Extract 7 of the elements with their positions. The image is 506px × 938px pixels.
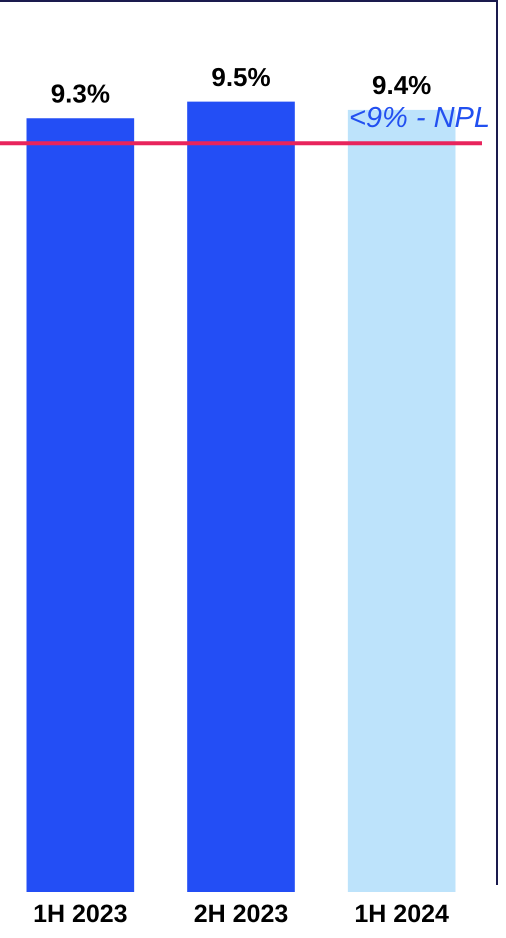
x-tick-label: 1H 2023 bbox=[33, 900, 128, 928]
data-label: 9.3% bbox=[50, 78, 110, 108]
x-tick-label: 1H 2024 bbox=[354, 900, 450, 928]
data-label: 9.5% bbox=[211, 62, 271, 92]
data-label: 9.4% bbox=[372, 70, 432, 100]
ref-line-label: <9% - NPL bbox=[348, 102, 490, 134]
x-tick-label: 2H 2023 bbox=[194, 900, 288, 928]
